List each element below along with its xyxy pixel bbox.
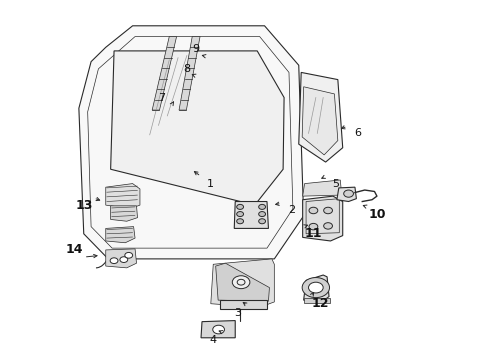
Polygon shape bbox=[179, 37, 200, 110]
Circle shape bbox=[237, 219, 244, 224]
Text: 11: 11 bbox=[305, 227, 322, 240]
Circle shape bbox=[324, 207, 332, 214]
Polygon shape bbox=[299, 72, 343, 162]
Polygon shape bbox=[216, 263, 270, 301]
Circle shape bbox=[125, 252, 133, 258]
Text: 2: 2 bbox=[288, 206, 295, 216]
Text: 3: 3 bbox=[234, 308, 241, 318]
Circle shape bbox=[259, 219, 266, 224]
Polygon shape bbox=[111, 206, 138, 221]
Polygon shape bbox=[303, 180, 342, 196]
Circle shape bbox=[237, 212, 244, 217]
Polygon shape bbox=[152, 37, 176, 110]
Text: 12: 12 bbox=[312, 297, 329, 310]
Circle shape bbox=[232, 276, 250, 289]
Circle shape bbox=[309, 207, 318, 214]
Text: 4: 4 bbox=[210, 334, 217, 345]
Polygon shape bbox=[220, 300, 267, 309]
Circle shape bbox=[213, 325, 224, 334]
Polygon shape bbox=[106, 226, 135, 243]
Text: 14: 14 bbox=[65, 243, 83, 256]
Polygon shape bbox=[302, 87, 338, 155]
Circle shape bbox=[110, 258, 118, 264]
Circle shape bbox=[302, 278, 330, 298]
Text: 10: 10 bbox=[368, 208, 386, 221]
Text: 8: 8 bbox=[183, 64, 190, 74]
Text: 1: 1 bbox=[207, 179, 214, 189]
Text: 13: 13 bbox=[75, 199, 93, 212]
Circle shape bbox=[259, 204, 266, 210]
Text: 9: 9 bbox=[193, 44, 200, 54]
Polygon shape bbox=[79, 26, 304, 259]
Text: 6: 6 bbox=[354, 129, 361, 138]
Polygon shape bbox=[106, 249, 137, 268]
Polygon shape bbox=[303, 196, 343, 241]
Circle shape bbox=[237, 204, 244, 210]
Polygon shape bbox=[234, 202, 269, 228]
Circle shape bbox=[309, 282, 323, 293]
Circle shape bbox=[259, 212, 266, 217]
Polygon shape bbox=[111, 51, 284, 205]
Circle shape bbox=[324, 223, 332, 229]
Polygon shape bbox=[211, 259, 274, 307]
Circle shape bbox=[343, 190, 353, 197]
Polygon shape bbox=[106, 184, 140, 209]
Text: 7: 7 bbox=[158, 93, 166, 103]
Polygon shape bbox=[304, 298, 330, 303]
Text: 5: 5 bbox=[332, 179, 339, 189]
Circle shape bbox=[120, 257, 128, 262]
Circle shape bbox=[309, 224, 318, 230]
Polygon shape bbox=[337, 187, 356, 202]
Polygon shape bbox=[304, 275, 329, 303]
Polygon shape bbox=[201, 320, 235, 338]
